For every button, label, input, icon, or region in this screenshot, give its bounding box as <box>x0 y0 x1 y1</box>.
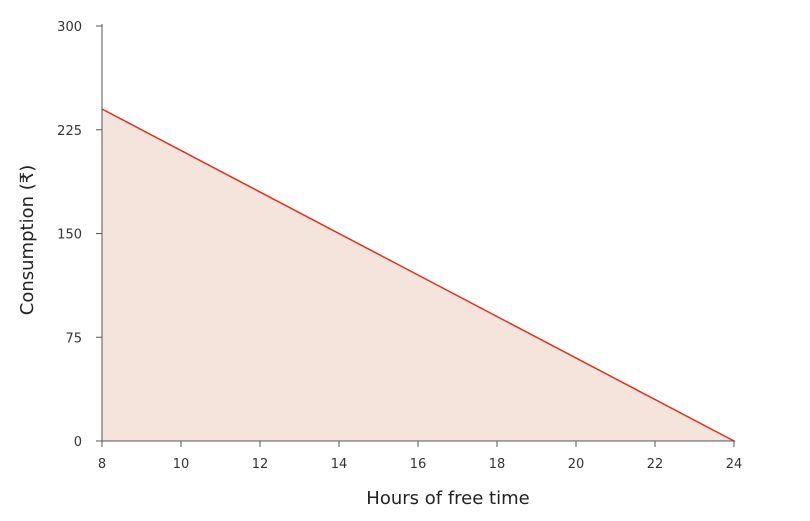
y-tick-label: 75 <box>65 331 82 346</box>
x-tick-label: 18 <box>489 457 506 472</box>
x-tick-label: 10 <box>173 457 190 472</box>
y-axis-title: Consumption (₹) <box>17 165 38 315</box>
y-tick-label: 150 <box>57 228 82 243</box>
x-axis-title: Hours of free time <box>366 488 529 509</box>
x-tick-label: 16 <box>410 457 427 472</box>
y-tick-label: 225 <box>57 124 82 139</box>
x-tick-label: 8 <box>98 457 106 472</box>
y-tick-label: 0 <box>74 435 82 450</box>
x-tick-label: 20 <box>568 457 585 472</box>
x-tick-label: 12 <box>252 457 269 472</box>
x-tick-label: 14 <box>331 457 348 472</box>
axes: 0 75 150 225 300 8 10 12 14 16 18 20 22 24 <box>57 20 742 472</box>
x-tick-label: 22 <box>647 457 664 472</box>
x-tick-label: 24 <box>726 457 743 472</box>
plot-area <box>101 108 735 442</box>
series-line-0 <box>101 108 735 442</box>
y-tick-label: 300 <box>57 20 82 35</box>
